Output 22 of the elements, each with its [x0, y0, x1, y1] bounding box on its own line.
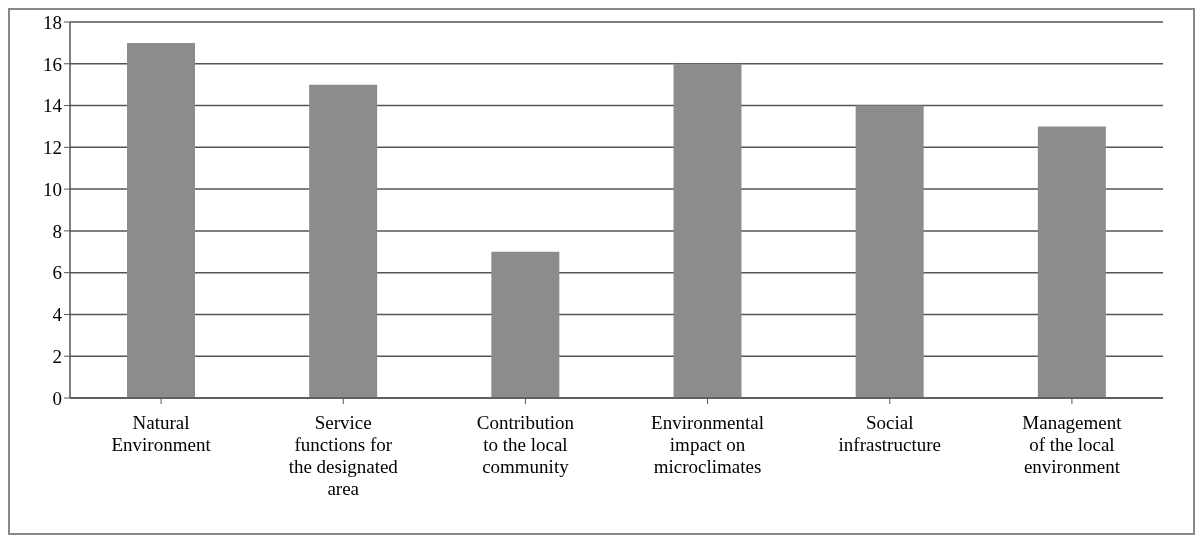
bar: [855, 105, 924, 398]
x-tick-label: Contribution to the local community: [476, 412, 575, 477]
y-tick-label: 18: [43, 11, 62, 33]
y-tick-label: 10: [43, 178, 62, 200]
bar: [491, 251, 560, 398]
y-tick-label: 6: [52, 262, 62, 284]
y-tick-label: 0: [52, 387, 62, 409]
bar: [673, 63, 742, 398]
bar: [309, 84, 378, 398]
x-tick-label: Management of the local environment: [1022, 412, 1123, 477]
y-tick-label: 16: [43, 53, 62, 75]
x-tick-label: Natural Environment: [111, 412, 212, 455]
bar: [127, 42, 195, 398]
x-tick-label: Service functions for the designated area: [288, 412, 399, 499]
x-tick-label: Social infrastructure: [838, 412, 941, 455]
y-tick-label: 8: [52, 220, 62, 242]
bar: [1037, 126, 1106, 398]
y-tick-label: 4: [52, 304, 63, 326]
y-tick-label: 14: [43, 95, 63, 117]
x-tick-label: Environmental impact on microclimates: [651, 412, 765, 477]
y-tick-label: 2: [52, 345, 62, 367]
y-tick-label: 12: [43, 137, 62, 159]
